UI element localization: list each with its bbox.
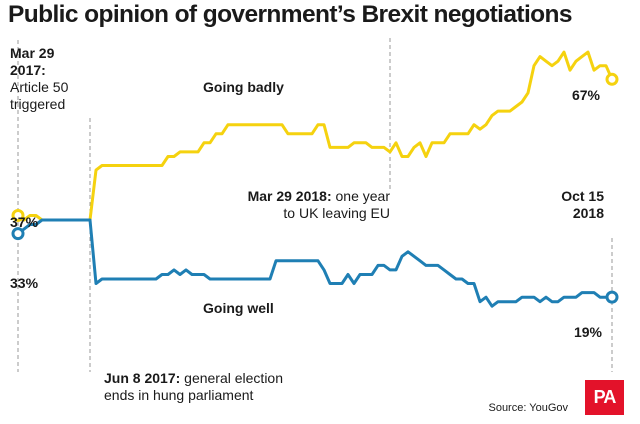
series-lines (16, 50, 614, 308)
endpoint-markers (11, 72, 619, 304)
endpoint-marker-going-well-end (605, 290, 619, 304)
annotation-election: Jun 8 2017: general election ends in hun… (104, 370, 284, 403)
series-label-going-badly: Going badly (203, 79, 284, 95)
value-labels: 37% 33% 67% 19% (10, 87, 603, 340)
event-guides (17, 38, 613, 372)
endpoint-marker-going-badly-end (605, 72, 619, 86)
chart-title: Public opinion of government’s Brexit ne… (8, 1, 573, 28)
series-label-going-well: Going well (203, 300, 274, 316)
value-label-badly-start: 37% (10, 214, 39, 230)
annotation-article-50: Mar 29 2017: Article 50 triggered (10, 45, 69, 112)
source-note: Source: YouGov (488, 402, 568, 414)
value-label-well-start: 33% (10, 275, 39, 291)
series-line-going-well (16, 218, 614, 308)
annotation-one-year: Mar 29 2018: one year to UK leaving EU (247, 188, 390, 221)
endpoint-marker-going-badly-start (11, 208, 25, 222)
value-label-badly-end: 67% (572, 87, 601, 103)
value-label-well-end: 19% (574, 324, 603, 340)
endpoint-marker-going-well-start (11, 227, 25, 241)
annotation-oct-15: Oct 15 2018 (561, 188, 604, 221)
pa-logo: PA (585, 380, 624, 415)
series-line-going-badly (16, 50, 614, 222)
